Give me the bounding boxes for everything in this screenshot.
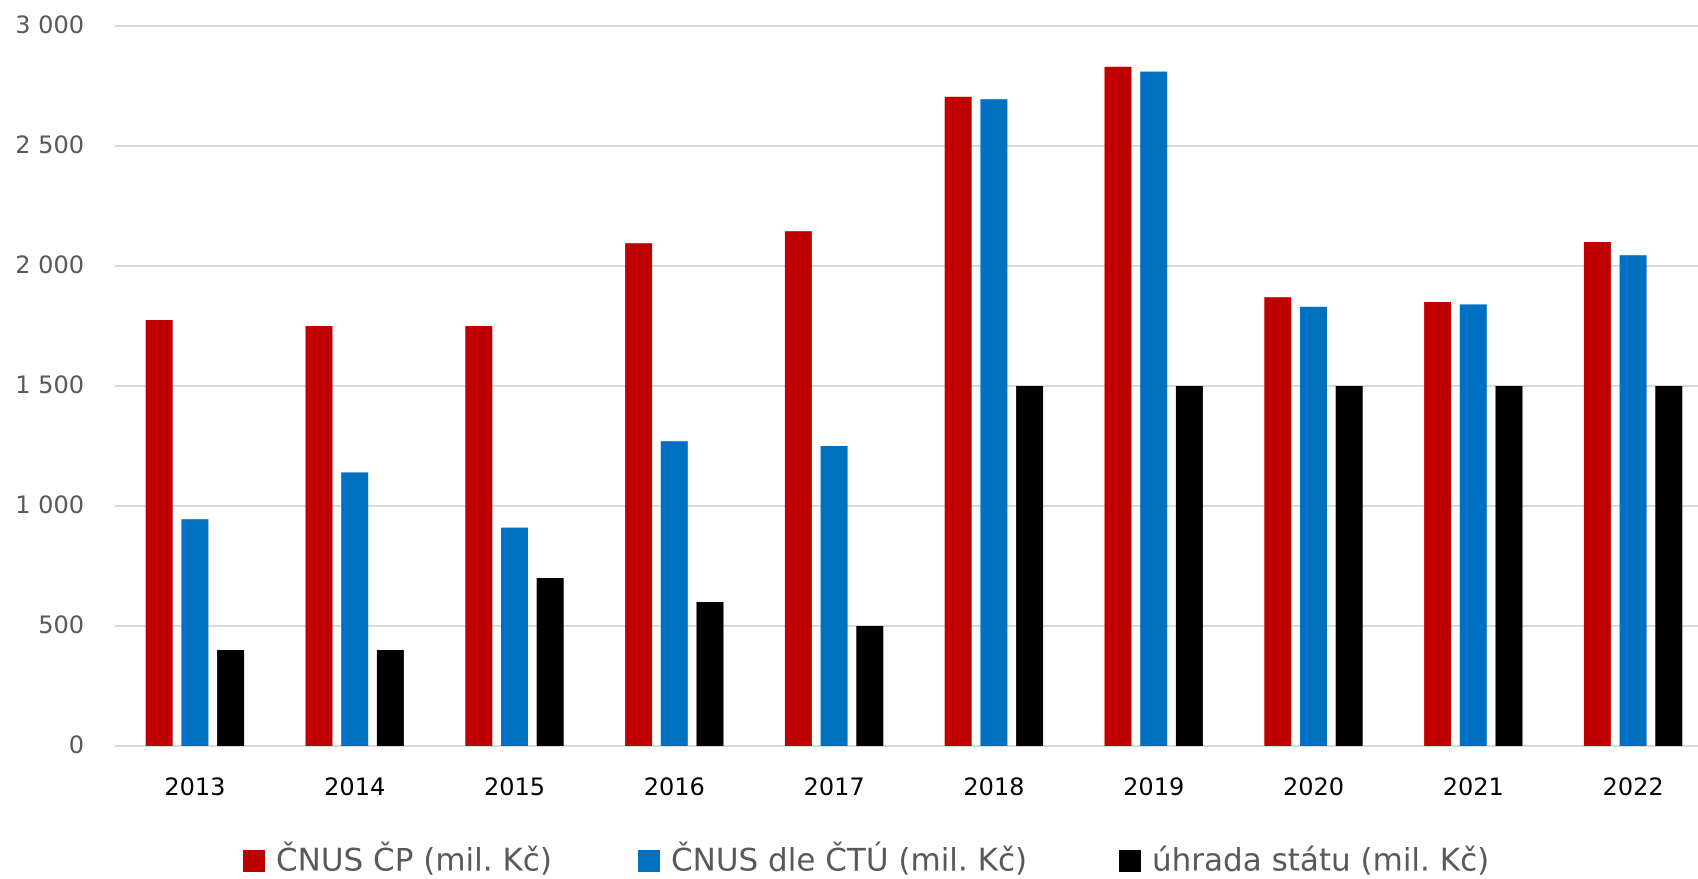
y-tick-label: 2 000: [15, 251, 84, 279]
legend-swatch: [1119, 850, 1141, 872]
bar: [1459, 304, 1487, 746]
bar: [341, 472, 369, 746]
y-tick-label: 1 500: [15, 371, 84, 399]
bar: [1016, 386, 1044, 746]
bar: [980, 99, 1008, 746]
legend-label: ČNUS dle ČTÚ (mil. Kč): [671, 842, 1027, 879]
bar: [1140, 71, 1168, 747]
bar: [145, 320, 173, 746]
y-tick-label: 3 000: [15, 11, 84, 39]
bar: [217, 650, 245, 746]
bar: [1264, 297, 1292, 746]
bar: [856, 626, 884, 746]
y-tick-label: 2 500: [15, 131, 84, 159]
x-tick-label: 2013: [164, 773, 225, 801]
bar: [1175, 386, 1203, 746]
x-tick-label: 2019: [1123, 773, 1184, 801]
bar: [1583, 242, 1611, 746]
bar: [784, 231, 812, 746]
bar: [1424, 302, 1452, 746]
bar: [1300, 306, 1327, 746]
bar: [625, 243, 653, 746]
x-tick-label: 2022: [1603, 773, 1664, 801]
y-tick-label: 1 000: [15, 491, 84, 519]
x-tick-label: 2021: [1443, 773, 1504, 801]
legend-swatch: [638, 850, 660, 872]
x-tick-label: 2016: [644, 773, 705, 801]
bar: [944, 96, 972, 747]
bar: [501, 527, 528, 746]
bar: [696, 602, 724, 746]
legend-swatch: [243, 850, 265, 872]
bar: [376, 650, 404, 746]
bar: [1495, 386, 1523, 746]
legend-label: ČNUS ČP (mil. Kč): [276, 842, 552, 879]
y-tick-label: 500: [38, 611, 84, 639]
legend-label: úhrada státu (mil. Kč): [1152, 843, 1489, 879]
bar: [536, 578, 564, 746]
x-tick-label: 2018: [963, 773, 1024, 801]
x-tick-label: 2014: [324, 773, 385, 801]
x-tick-label: 2015: [484, 773, 545, 801]
bar: [305, 326, 333, 746]
x-tick-label: 2017: [804, 773, 865, 801]
bar: [660, 441, 688, 746]
x-tick-label: 2020: [1283, 773, 1344, 801]
bar: [1655, 386, 1683, 746]
y-tick-label: 0: [69, 731, 84, 759]
bar: [181, 519, 209, 746]
bar: [1619, 255, 1647, 746]
bar: [1104, 66, 1132, 747]
bar: [820, 446, 848, 746]
bar: [465, 326, 493, 746]
bar: [1335, 386, 1363, 746]
